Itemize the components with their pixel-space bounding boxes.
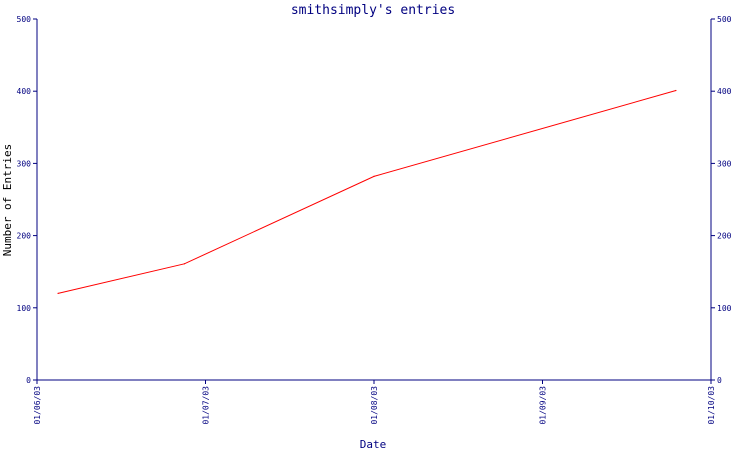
data-point bbox=[675, 89, 677, 92]
y-tick-label-right: 400 bbox=[717, 87, 732, 96]
y-tick-label-left: 400 bbox=[17, 87, 32, 96]
y-tick-label-left: 200 bbox=[17, 232, 32, 241]
x-axis-label: Date bbox=[360, 438, 387, 450]
x-tick-label: 01/09/03 bbox=[539, 386, 548, 425]
y-tick-label-left: 0 bbox=[26, 376, 31, 385]
y-tick-label-right: 200 bbox=[717, 232, 732, 241]
x-tick-label: 01/06/03 bbox=[33, 386, 42, 425]
axes bbox=[36, 19, 712, 381]
y-tick-label-left: 500 bbox=[17, 15, 32, 24]
y-tick-label-right: 100 bbox=[717, 304, 732, 313]
y-tick-label-right: 0 bbox=[717, 376, 722, 385]
data-point bbox=[373, 175, 375, 177]
y-tick-label-right: 500 bbox=[717, 15, 732, 24]
x-axis-ticks: 01/06/03 01/07/03 01/08/03 01/09/03 01/10/03 bbox=[33, 380, 716, 425]
series-group bbox=[57, 89, 677, 294]
y-tick-label-right: 300 bbox=[717, 159, 732, 168]
x-tick-label: 01/08/03 bbox=[370, 386, 379, 425]
data-point bbox=[183, 263, 186, 265]
x-tick-label: 01/07/03 bbox=[202, 386, 211, 425]
y-axis-label: Number of Entries bbox=[1, 144, 14, 257]
y-tick-label-left: 300 bbox=[17, 159, 32, 168]
series-line bbox=[57, 90, 677, 294]
y-tick-label-left: 100 bbox=[17, 304, 32, 313]
x-tick-label: 01/10/03 bbox=[707, 386, 716, 425]
data-point bbox=[57, 292, 59, 294]
y-axis-ticks: 0 0 100 100 200 200 300 300 400 400 500 500 bbox=[17, 15, 732, 385]
chart-title: smithsimply's entries bbox=[291, 3, 455, 18]
